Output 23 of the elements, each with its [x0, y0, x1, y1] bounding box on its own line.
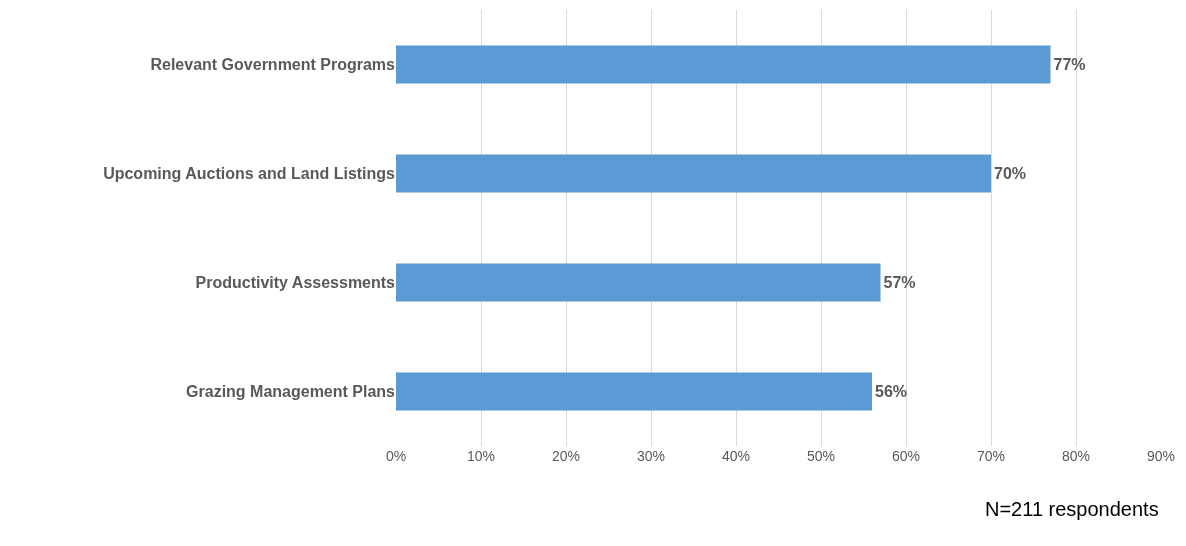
- data-label: 77%: [1053, 56, 1086, 73]
- x-tick-label: 90%: [1146, 448, 1176, 464]
- x-tick-label: 40%: [721, 448, 751, 464]
- x-tick-label: 30%: [636, 448, 666, 464]
- y-tick-label: Productivity Assessments: [195, 274, 396, 292]
- bar: [396, 263, 881, 302]
- y-tick-label: Relevant Government Programs: [150, 56, 396, 74]
- bar: [396, 154, 991, 193]
- x-tick-label: 60%: [891, 448, 921, 464]
- data-label: 70%: [994, 165, 1027, 183]
- data-label: 57%: [883, 274, 916, 292]
- x-tick-label: 10%: [466, 448, 496, 464]
- x-tick-label: 80%: [1061, 448, 1091, 464]
- x-tick-label: 50%: [806, 448, 836, 464]
- bar: [396, 45, 1051, 84]
- data-label: 56%: [875, 383, 908, 401]
- x-tick-label: 0%: [385, 448, 407, 464]
- y-tick-label: Upcoming Auctions and Land Listings: [103, 165, 396, 183]
- bar: [396, 372, 872, 411]
- x-tick-label: 70%: [976, 448, 1006, 464]
- x-tick-label: 20%: [551, 448, 581, 464]
- text: N=211 respondents: [985, 498, 1159, 520]
- y-tick-label: Grazing Management Plans: [186, 383, 396, 401]
